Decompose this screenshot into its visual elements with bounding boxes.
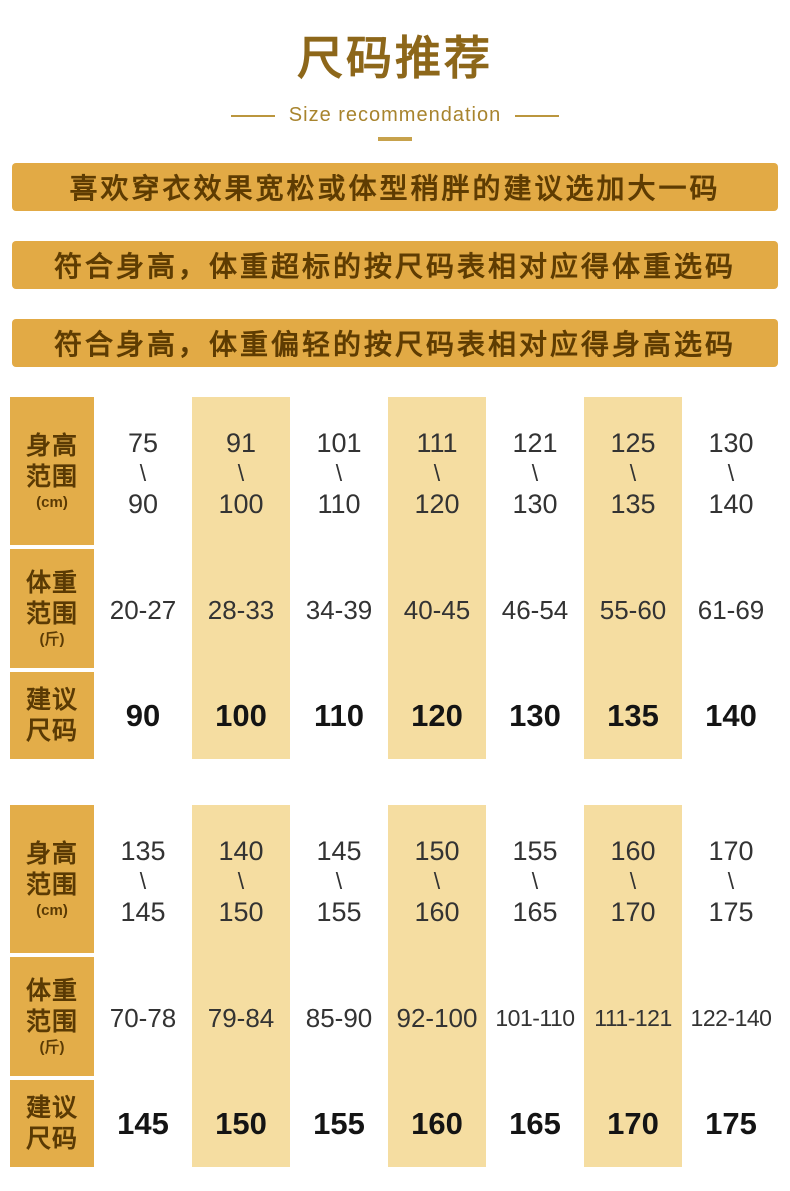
suggested-size-row: 建议 尺码 145 150 155 160 165 170 175 bbox=[10, 1080, 780, 1167]
height-range-cell: 130 \ 140 bbox=[708, 427, 754, 519]
suggested-size-cell: 150 bbox=[192, 1080, 290, 1167]
weight-range-cell: 55-60 bbox=[584, 549, 682, 672]
height-range-cell: 160 \ 170 bbox=[584, 805, 682, 957]
suggested-size-cell: 160 bbox=[388, 1080, 486, 1167]
size-header-cell: 建议 尺码 bbox=[10, 672, 94, 759]
weight-range-cell: 61-69 bbox=[697, 595, 765, 625]
subtitle-left-line bbox=[230, 114, 275, 117]
suggested-size-cell: 175 bbox=[705, 1105, 757, 1141]
weight-header-cell: 体重 范围 (斤) bbox=[10, 957, 94, 1080]
weight-range-cell: 40-45 bbox=[388, 549, 486, 672]
weight-range-cell: 111-121 bbox=[584, 957, 682, 1080]
height-range-cell: 121 \ 130 bbox=[512, 427, 558, 519]
weight-range-cell: 122-140 bbox=[690, 1005, 772, 1031]
weight-range-row: 体重 范围 (斤) 70-78 79-84 85-90 92-100 101-1… bbox=[10, 957, 780, 1080]
suggested-size-cell: 145 bbox=[117, 1105, 169, 1141]
page-title: 尺码推荐 bbox=[297, 32, 493, 84]
height-header-cell: 身高 范围 (cm) bbox=[10, 805, 94, 957]
page-header: 尺码推荐 Size recommendation bbox=[0, 22, 790, 141]
notice-banners: 喜欢穿衣效果宽松或体型稍胖的建议选加大一码 符合身高，体重超标的按尺码表相对应得… bbox=[0, 163, 790, 367]
weight-range-cell: 20-27 bbox=[109, 595, 177, 625]
suggested-size-cell: 110 bbox=[313, 697, 364, 733]
weight-range-cell: 46-54 bbox=[501, 595, 569, 625]
notice-banner: 符合身高，体重超标的按尺码表相对应得体重选码 bbox=[12, 241, 778, 289]
height-range-row: 身高 范围 (cm) 135 \ 145 140 \ 150 145 \ 155… bbox=[10, 805, 780, 957]
weight-range-cell: 70-78 bbox=[109, 1003, 177, 1033]
suggested-size-cell: 155 bbox=[313, 1105, 365, 1141]
weight-range-cell: 79-84 bbox=[192, 957, 290, 1080]
height-range-cell: 75 \ 90 bbox=[127, 427, 159, 519]
suggested-size-cell: 130 bbox=[509, 697, 561, 733]
size-recommendation-page: 尺码推荐 Size recommendation 喜欢穿衣效果宽松或体型稍胖的建… bbox=[0, 22, 790, 1167]
weight-range-cell: 85-90 bbox=[305, 1003, 373, 1033]
suggested-size-cell: 135 bbox=[584, 672, 682, 759]
height-range-cell: 140 \ 150 bbox=[192, 805, 290, 957]
weight-range-cell: 28-33 bbox=[192, 549, 290, 672]
height-range-cell: 150 \ 160 bbox=[388, 805, 486, 957]
weight-range-cell: 34-39 bbox=[305, 595, 373, 625]
size-header-cell: 建议 尺码 bbox=[10, 1080, 94, 1167]
notice-banner: 喜欢穿衣效果宽松或体型稍胖的建议选加大一码 bbox=[12, 163, 778, 211]
weight-range-row: 体重 范围 (斤) 20-27 28-33 34-39 40-45 46-54 … bbox=[10, 549, 780, 672]
height-range-cell: 145 \ 155 bbox=[316, 835, 362, 927]
height-range-cell: 111 \ 120 bbox=[388, 397, 486, 549]
decorative-dash bbox=[378, 137, 412, 141]
suggested-size-row: 建议 尺码 90 100 110 120 130 135 140 bbox=[10, 672, 780, 759]
height-header-cell: 身高 范围 (cm) bbox=[10, 397, 94, 549]
height-range-cell: 135 \ 145 bbox=[120, 835, 166, 927]
weight-header-cell: 体重 范围 (斤) bbox=[10, 549, 94, 672]
size-table-small: 身高 范围 (cm) 75 \ 90 91 \ 100 101 \ 110 11… bbox=[10, 397, 780, 759]
suggested-size-cell: 165 bbox=[509, 1105, 561, 1141]
suggested-size-cell: 140 bbox=[705, 697, 757, 733]
height-range-cell: 91 \ 100 bbox=[192, 397, 290, 549]
height-range-cell: 125 \ 135 bbox=[584, 397, 682, 549]
size-table-large: 身高 范围 (cm) 135 \ 145 140 \ 150 145 \ 155… bbox=[10, 805, 780, 1167]
notice-banner: 符合身高，体重偏轻的按尺码表相对应得身高选码 bbox=[12, 319, 778, 367]
suggested-size-cell: 100 bbox=[192, 672, 290, 759]
suggested-size-cell: 170 bbox=[584, 1080, 682, 1167]
weight-range-cell: 92-100 bbox=[388, 957, 486, 1080]
subtitle-row: Size recommendation bbox=[0, 104, 790, 127]
weight-range-cell: 101-110 bbox=[495, 1005, 575, 1031]
height-range-row: 身高 范围 (cm) 75 \ 90 91 \ 100 101 \ 110 11… bbox=[10, 397, 780, 549]
suggested-size-cell: 120 bbox=[388, 672, 486, 759]
suggested-size-cell: 90 bbox=[125, 697, 161, 733]
height-range-cell: 170 \ 175 bbox=[708, 835, 754, 927]
height-range-cell: 155 \ 165 bbox=[512, 835, 558, 927]
subtitle-right-line bbox=[515, 114, 560, 117]
height-range-cell: 101 \ 110 bbox=[316, 427, 362, 519]
page-subtitle: Size recommendation bbox=[288, 104, 502, 126]
